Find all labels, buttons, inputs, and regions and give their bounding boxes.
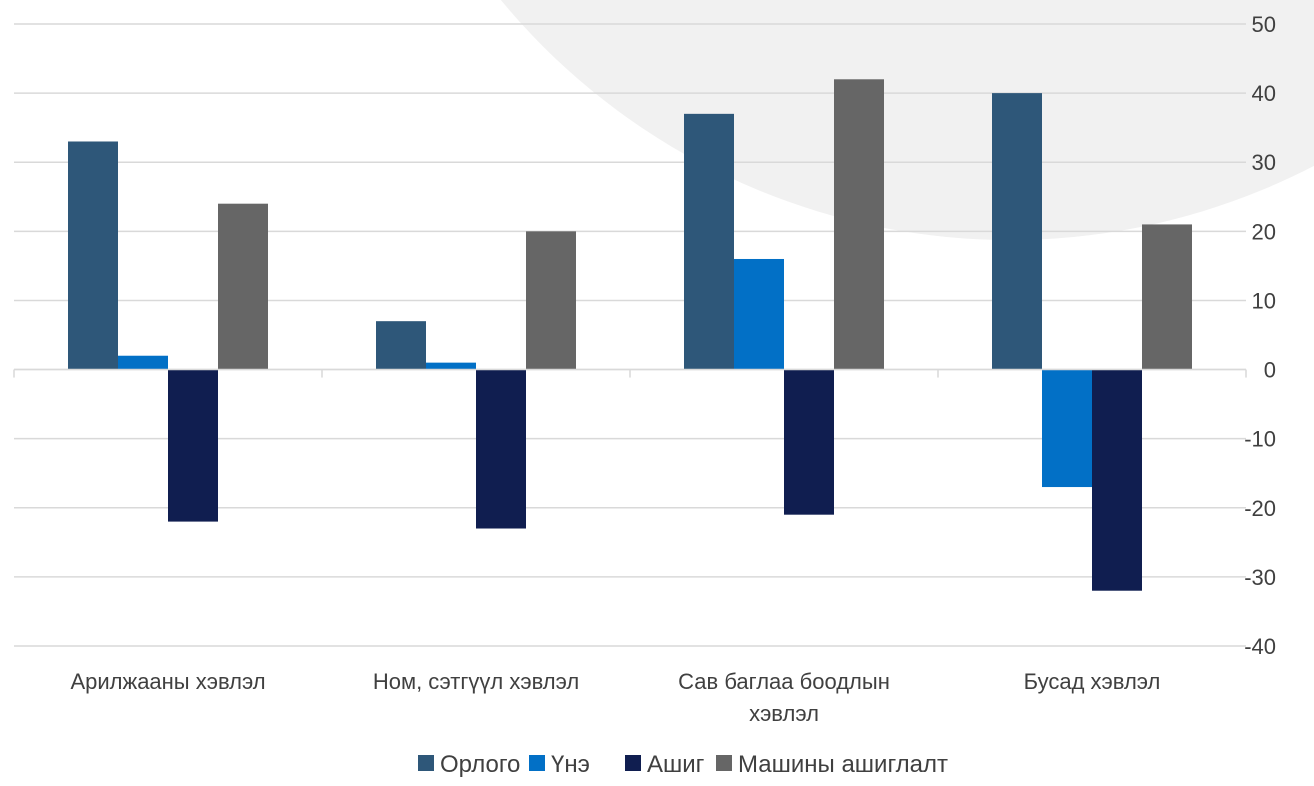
bar <box>476 369 526 529</box>
category-label: хэвлэл <box>749 701 819 726</box>
bar <box>526 231 576 370</box>
bar <box>218 203 268 370</box>
bar <box>784 369 834 515</box>
legend-swatch <box>529 755 545 771</box>
bar <box>118 355 168 370</box>
category-label: Арилжааны хэвлэл <box>70 669 265 694</box>
y-tick-label: -20 <box>1244 496 1276 521</box>
bar <box>168 369 218 522</box>
bar <box>1142 224 1192 370</box>
legend-label: Ашиг <box>647 751 705 778</box>
bar <box>684 113 734 370</box>
category-label: Сав баглаа боодлын <box>678 669 890 694</box>
bar <box>426 362 476 370</box>
category-label: Бусад хэвлэл <box>1024 669 1161 694</box>
legend-label: Орлого <box>440 751 520 778</box>
y-tick-label: 50 <box>1252 12 1276 37</box>
y-tick-label: 40 <box>1252 81 1276 106</box>
legend-label: Үнэ <box>551 751 590 778</box>
bar <box>834 79 884 370</box>
legend-swatch <box>716 755 732 771</box>
y-tick-label: -40 <box>1244 634 1276 659</box>
bar <box>376 321 426 370</box>
bar <box>68 141 118 370</box>
background-decoration <box>501 0 1314 240</box>
y-tick-label: 0 <box>1264 358 1276 383</box>
bar <box>734 258 784 370</box>
background-arc <box>501 0 1314 240</box>
legend-swatch <box>625 755 641 771</box>
y-tick-label: -10 <box>1244 427 1276 452</box>
bar <box>1092 369 1142 591</box>
legend: Орлого Үнэ Ашиг Машины ашиглалт <box>418 751 948 778</box>
y-tick-label: 20 <box>1252 219 1276 244</box>
category-label: Ном, сэтгүүл хэвлэл <box>373 669 579 694</box>
y-tick-label: 30 <box>1252 150 1276 175</box>
bar <box>1042 369 1092 488</box>
bars <box>68 79 1192 591</box>
legend-swatch <box>418 755 434 771</box>
y-tick-label: -30 <box>1244 565 1276 590</box>
bar <box>992 93 1042 370</box>
axes: 50 40 30 20 10 0 -10 -20 -30 -40 Арилжааны хэвлэл Н… <box>13 12 1276 726</box>
y-tick-label: 10 <box>1252 288 1276 313</box>
legend-label: Машины ашиглалт <box>738 751 948 778</box>
